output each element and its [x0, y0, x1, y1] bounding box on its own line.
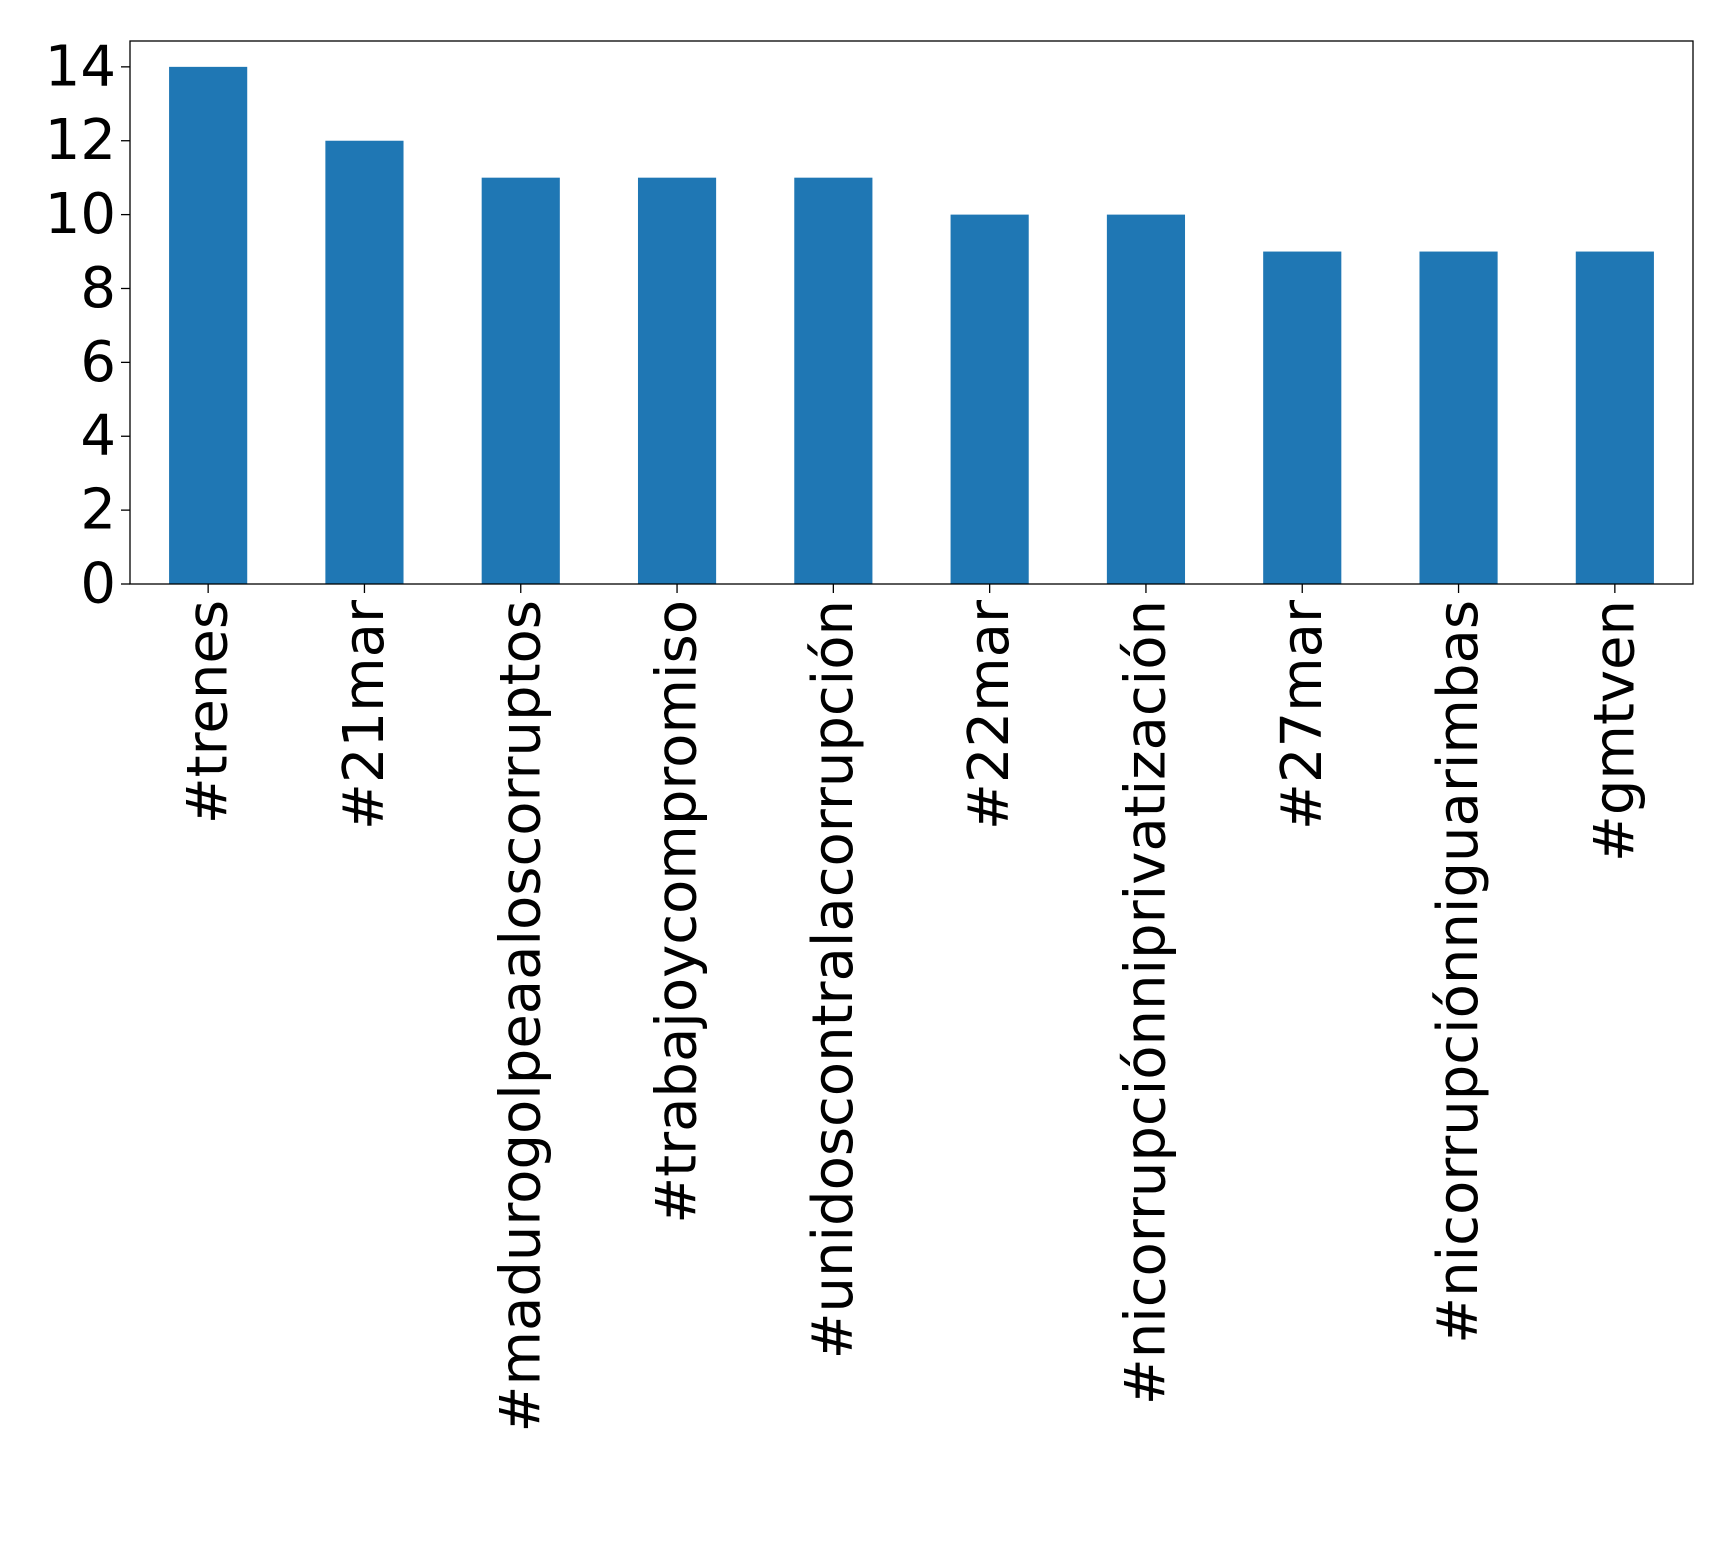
- y-tick-label: 8: [80, 256, 116, 321]
- x-axis: #trenes #21mar #madurogolpeaaloscorruptos #…: [176, 584, 1647, 1432]
- plot-frame: [129, 40, 1694, 585]
- x-tick-label: #27mar: [1270, 599, 1335, 830]
- bar-1: [325, 140, 404, 585]
- x-tick-label: #trenes: [176, 600, 241, 824]
- y-tick-label: 10: [45, 182, 116, 247]
- bar-5: [950, 214, 1029, 584]
- bar-6: [1106, 214, 1186, 584]
- y-tick-label: 4: [80, 404, 116, 469]
- bar-3: [637, 177, 717, 584]
- y-tick-label: 14: [45, 34, 116, 99]
- bar-8: [1419, 251, 1498, 584]
- bar-4: [794, 177, 873, 584]
- x-tick-label: #22mar: [957, 599, 1022, 830]
- x-tick-label: #madurogolpeaaloscorruptos: [488, 600, 553, 1432]
- bar-7: [1263, 251, 1342, 584]
- x-tick-label: #21mar: [332, 599, 397, 830]
- bars-layer: [169, 66, 1654, 585]
- y-tick-label: 0: [80, 552, 116, 617]
- bar-9: [1575, 251, 1654, 584]
- y-axis: 0 2 4 6 8 10 12 14: [45, 34, 130, 617]
- y-tick-label: 6: [80, 330, 116, 395]
- x-tick-label: #nicorrupciónniguarimbas: [1426, 600, 1491, 1344]
- x-tick-label: #unidoscontralacorrupción: [801, 600, 866, 1359]
- x-tick-label: #gmtven: [1582, 600, 1647, 862]
- bar-0: [169, 66, 248, 585]
- x-tick-label: #nicorrupciónniprivatización: [1113, 600, 1178, 1405]
- bar-2: [481, 177, 560, 584]
- x-tick-label: #trabajoycompromiso: [645, 600, 710, 1224]
- y-tick-label: 2: [80, 478, 116, 543]
- y-tick-label: 12: [45, 108, 116, 173]
